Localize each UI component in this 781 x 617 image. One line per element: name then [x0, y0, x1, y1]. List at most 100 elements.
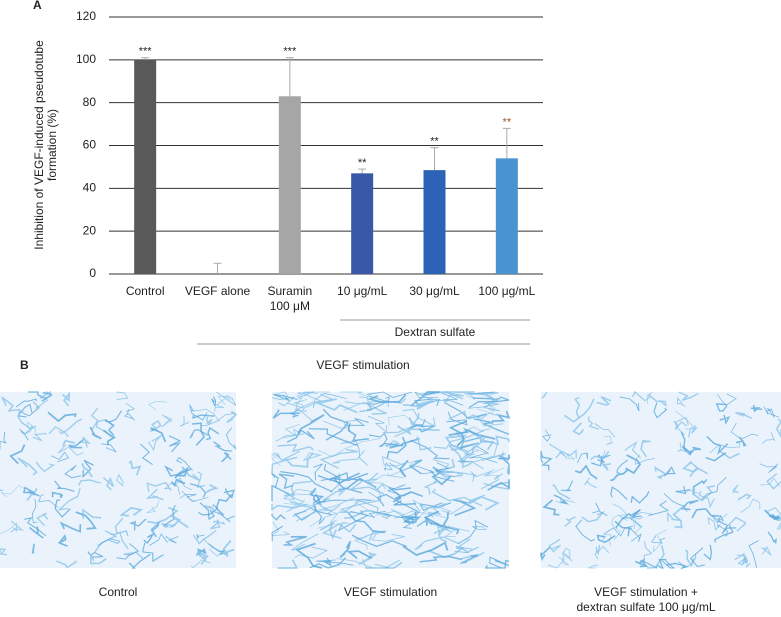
tube-texture: [282, 488, 317, 500]
tube-texture: [444, 402, 487, 420]
tube-texture: [79, 436, 92, 448]
tube-texture: [143, 532, 155, 544]
tube-texture: [408, 412, 420, 427]
tube-texture: [271, 452, 281, 466]
tube-texture: [369, 432, 388, 447]
tube-texture: [277, 559, 299, 569]
tube-texture: [464, 435, 488, 456]
tube-texture: [717, 520, 737, 535]
tube-texture: [563, 398, 595, 423]
tube-texture: [337, 510, 370, 532]
tube-texture: [410, 418, 426, 429]
tube-texture: [15, 398, 37, 408]
tube-texture: [552, 484, 571, 500]
tube-texture: [104, 419, 115, 436]
tube-texture: [271, 503, 308, 511]
tube-texture: [648, 500, 670, 516]
tube-texture: [711, 514, 724, 524]
tube-texture: [615, 509, 641, 529]
tube-texture: [35, 396, 48, 409]
panel-label: B: [20, 358, 29, 372]
tube-texture: [332, 450, 365, 464]
tube-texture: [457, 519, 489, 545]
tube-texture: [720, 451, 740, 459]
tube-texture: [353, 536, 368, 550]
tube-texture: [737, 557, 748, 566]
tube-texture: [51, 491, 64, 499]
tube-texture: [364, 530, 387, 541]
tube-texture: [179, 416, 190, 427]
tube-texture: [278, 473, 295, 490]
tube-texture: [681, 445, 701, 455]
tube-texture: [196, 534, 205, 539]
tube-texture: [215, 494, 233, 516]
tube-texture: [17, 408, 37, 430]
tube-texture: [409, 459, 423, 475]
tube-texture: [145, 488, 164, 501]
tube-texture: [312, 493, 322, 506]
tube-texture: [181, 466, 200, 481]
tube-texture: [640, 560, 658, 569]
tube-texture: [26, 488, 38, 502]
tube-texture: [392, 491, 423, 503]
tube-texture: [271, 473, 279, 487]
tube-texture: [302, 391, 330, 394]
tube-texture: [572, 422, 585, 436]
tube-texture: [680, 432, 692, 456]
tube-texture: [675, 485, 691, 495]
tube-texture: [54, 480, 75, 492]
tube-texture: [148, 434, 162, 452]
tube-texture: [673, 420, 688, 430]
tube-texture: [146, 500, 160, 514]
tube-texture: [460, 554, 478, 564]
tube-texture: [196, 548, 207, 557]
group-label: VEGF stimulation: [316, 358, 409, 372]
tube-texture: [57, 444, 84, 456]
tube-texture: [149, 419, 162, 433]
significance: ***: [139, 46, 153, 58]
tube-texture: [701, 476, 727, 500]
tube-texture: [275, 433, 305, 442]
tube-texture: [271, 513, 286, 521]
tube-texture: [555, 498, 575, 503]
tube-texture: [762, 432, 776, 445]
tube-texture: [454, 546, 473, 554]
tube-texture: [663, 493, 688, 512]
tube-texture: [419, 555, 463, 563]
tube-texture: [36, 512, 49, 527]
tube-texture: [189, 404, 208, 421]
tube-texture: [213, 398, 225, 412]
tube-texture: [553, 494, 570, 505]
tube-texture: [433, 525, 450, 543]
tube-texture: [737, 493, 752, 501]
tube-texture: [317, 438, 381, 458]
micrograph: [540, 390, 781, 570]
tube-texture: [223, 488, 235, 499]
y-axis-label-line: Inhibition of VEGF-induced pseudotube: [32, 40, 46, 250]
tube-texture: [16, 403, 33, 418]
tube-texture: [759, 463, 779, 473]
tube-texture: [285, 452, 315, 468]
tube-texture: [119, 506, 144, 517]
tube-texture: [226, 410, 238, 424]
tube-texture: [414, 536, 461, 551]
tube-texture: [294, 393, 335, 412]
tube-texture: [341, 440, 368, 466]
tube-texture: [150, 427, 167, 443]
tube-texture: [309, 557, 347, 569]
tube-texture: [116, 543, 140, 560]
tube-texture: [631, 390, 651, 402]
tube-texture: [611, 514, 621, 541]
tube-texture: [576, 452, 588, 464]
tube-texture: [558, 556, 569, 566]
tube-texture: [653, 402, 668, 419]
tube-texture: [128, 553, 151, 569]
tube-texture: [360, 510, 386, 518]
tube-texture: [719, 414, 731, 425]
tube-texture: [707, 516, 721, 531]
image-caption: Control: [99, 585, 138, 599]
tube-texture: [681, 462, 709, 475]
tube-texture: [59, 521, 82, 533]
tube-texture: [192, 422, 205, 446]
tube-texture: [368, 395, 391, 403]
